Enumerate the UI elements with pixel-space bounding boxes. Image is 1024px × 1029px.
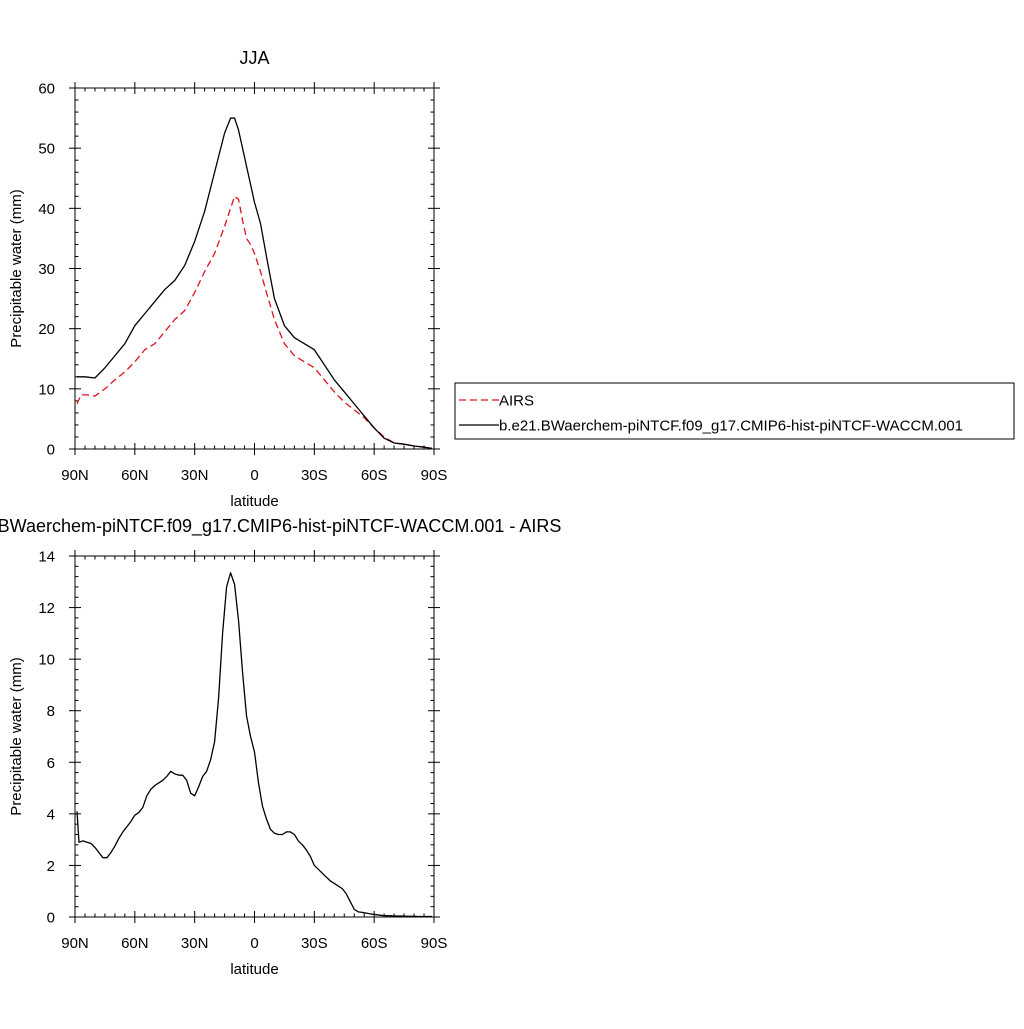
chart-0-y-tick-label: 10 bbox=[38, 381, 55, 398]
chart-1-y-tick-label: 14 bbox=[38, 549, 55, 566]
chart-0-x-tick-label: 30S bbox=[301, 467, 328, 484]
chart-1-x-tick-label: 60S bbox=[361, 935, 388, 952]
chart-1-plot-frame bbox=[74, 555, 435, 918]
chart-0-y-axis-label: Precipitable water (mm) bbox=[8, 189, 25, 347]
chart-0-x-tick-label: 0 bbox=[250, 467, 258, 484]
chart-0-series-line-0 bbox=[76, 195, 433, 450]
chart-1-series-line-0 bbox=[76, 572, 433, 918]
chart-1-x-axis-label: latitude bbox=[230, 961, 278, 978]
chart-0-y-tick-label: 60 bbox=[38, 81, 55, 98]
chart-1-y-tick-label: 10 bbox=[38, 652, 55, 669]
chart-0-legend-entry-0: AIRS bbox=[499, 393, 534, 410]
chart-0-x-tick-label: 60N bbox=[121, 467, 149, 484]
chart-0-legend-entry-1: b.e21.BWaerchem-piNTCF.f09_g17.CMIP6-his… bbox=[499, 418, 963, 435]
chart-1-title: b.e21.BWaerchem-piNTCF.f09_g17.CMIP6-his… bbox=[0, 516, 561, 537]
chart-1-x-tick-label: 0 bbox=[250, 935, 258, 952]
chart-0-y-tick-label: 20 bbox=[38, 321, 55, 338]
chart-1-y-tick-label: 2 bbox=[47, 858, 55, 875]
chart-1-x-tick-label: 90N bbox=[61, 935, 89, 952]
chart-1-y-tick-label: 4 bbox=[47, 806, 55, 823]
chart-1-y-tick-label: 12 bbox=[38, 600, 55, 617]
chart-0-y-tick-label: 30 bbox=[38, 261, 55, 278]
chart-1-y-tick-label: 8 bbox=[47, 703, 55, 720]
chart-0-series-line-1 bbox=[76, 117, 433, 450]
chart-0-x-axis-label: latitude bbox=[230, 493, 278, 510]
chart-0-y-tick-label: 50 bbox=[38, 141, 55, 158]
chart-0-plot-frame bbox=[74, 87, 435, 450]
chart-1-y-tick-label: 6 bbox=[47, 755, 55, 772]
chart-0-x-tick-label: 90N bbox=[61, 467, 89, 484]
chart-0-y-tick-label: 40 bbox=[38, 201, 55, 218]
chart-1-x-tick-label: 90S bbox=[421, 935, 448, 952]
chart-0-x-tick-label: 60S bbox=[361, 467, 388, 484]
chart-1-y-tick-label: 0 bbox=[47, 910, 55, 927]
chart-1-x-tick-label: 60N bbox=[121, 935, 149, 952]
chart-0-y-tick-label: 0 bbox=[47, 442, 55, 459]
chart-1-x-tick-label: 30S bbox=[301, 935, 328, 952]
chart-0-x-tick-label: 30N bbox=[181, 467, 209, 484]
chart-0-title: JJA bbox=[239, 48, 269, 68]
chart-0-x-tick-label: 90S bbox=[421, 467, 448, 484]
chart-0-legend-box bbox=[454, 382, 1015, 440]
chart-1-x-tick-label: 30N bbox=[181, 935, 209, 952]
chart-1-y-axis-label: Precipitable water (mm) bbox=[8, 657, 25, 815]
